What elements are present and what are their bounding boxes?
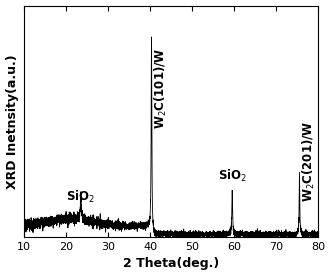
Text: SiO$_2$: SiO$_2$	[66, 189, 95, 205]
Y-axis label: XRD Inetnsity(a.u.): XRD Inetnsity(a.u.)	[6, 54, 19, 189]
Text: W$_2$C(201)/W: W$_2$C(201)/W	[301, 120, 317, 202]
Text: SiO$_2$: SiO$_2$	[218, 168, 247, 184]
Text: W$_2$C(101)/W: W$_2$C(101)/W	[153, 48, 169, 129]
X-axis label: 2 Theta(deg.): 2 Theta(deg.)	[123, 258, 219, 270]
